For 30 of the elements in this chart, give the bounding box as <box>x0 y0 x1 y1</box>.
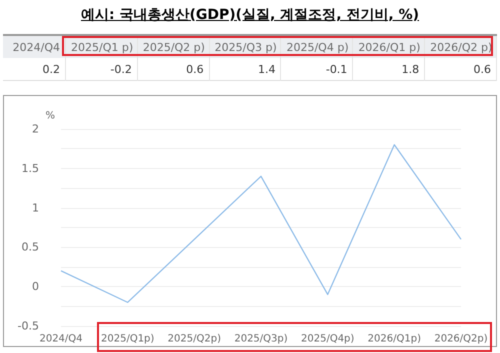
y-tick-label: 0.5 <box>22 240 39 254</box>
data-label: -0.1 <box>280 58 353 80</box>
x-tick-label: 2024/Q4 <box>39 334 83 344</box>
data-label: 0.2 <box>3 58 66 80</box>
chart-title: 예시: 국내총생산(GDP)(실질, 계절조정, 전기비, %) <box>80 6 420 24</box>
x-tick-label: 2025/Q4p) <box>301 334 354 344</box>
text: 2025/Q2 p) <box>137 35 210 58</box>
text: 2024/Q4 <box>3 35 66 58</box>
x-tick-label: 2025/Q2p) <box>168 334 222 344</box>
text: 2025/Q3 p) <box>209 35 281 58</box>
data-label: 0.6 <box>424 58 496 80</box>
y-tick-label: -0.5 <box>18 320 39 332</box>
y-axis-title: % <box>45 110 55 122</box>
y-tick-label: 2 <box>32 122 39 136</box>
text: 2025/Q4 p) <box>280 35 353 58</box>
data-label: -0.2 <box>66 58 138 80</box>
data-label: 1.4 <box>209 58 281 80</box>
y-tick-label: 0 <box>32 280 39 294</box>
line-series <box>60 144 462 303</box>
x-tick-label: 2025/Q1p) <box>101 334 154 344</box>
x-tick-label: 2025/Q3p) <box>234 334 288 344</box>
y-tick-label: 1.5 <box>22 162 39 175</box>
text: 2026/Q2 p) <box>424 35 496 58</box>
data-label: 0.6 <box>137 58 210 80</box>
text: 2025/Q1 p) <box>66 35 138 58</box>
x-tick-label: 2026/Q2p) <box>434 334 488 344</box>
text: 2026/Q1 p) <box>352 35 425 58</box>
data-label: 1.8 <box>352 58 425 80</box>
y-tick-label: 1 <box>32 201 39 214</box>
x-tick-label: 2026/Q1p) <box>368 334 422 344</box>
